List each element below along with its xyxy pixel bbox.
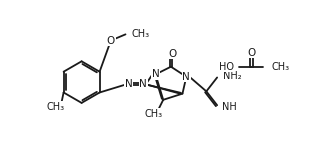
Text: CH₃: CH₃ (271, 62, 289, 72)
Text: CH₃: CH₃ (145, 109, 163, 119)
Text: N: N (125, 79, 132, 89)
Text: O: O (168, 49, 177, 59)
Text: NH₂: NH₂ (223, 71, 242, 81)
Text: NH: NH (222, 102, 236, 112)
Text: N: N (139, 79, 147, 89)
Text: CH₃: CH₃ (132, 29, 150, 39)
Text: O: O (107, 36, 115, 46)
Text: HO: HO (219, 62, 234, 72)
Text: O: O (247, 48, 255, 58)
Text: N: N (183, 72, 190, 82)
Text: CH₃: CH₃ (46, 102, 65, 112)
Text: N: N (152, 69, 159, 79)
